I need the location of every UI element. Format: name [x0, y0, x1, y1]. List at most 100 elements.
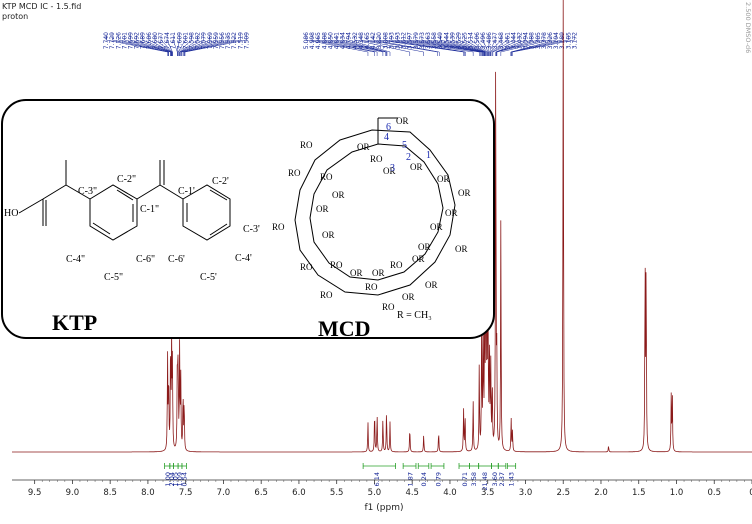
- peak-label-leader-1-41: [510, 35, 557, 56]
- peak-label-1-1: 4.998: [309, 32, 316, 49]
- peak-label-1-15: 3.693: [395, 32, 402, 49]
- peak-label-1-8: 4.532: [352, 32, 359, 49]
- peak-label-leader-1-43: [511, 35, 569, 56]
- integral-label-14: 1.43: [508, 472, 516, 486]
- spectrum-layer: [12, 0, 752, 453]
- peak-label-leader-1-21: [433, 35, 484, 56]
- x-tick-label-10: 4.5: [405, 488, 419, 498]
- integral-label-0: 1.00: [164, 472, 172, 486]
- integral-label-10: 3.58: [470, 472, 478, 486]
- peak-label-0-17: 7.569: [207, 32, 214, 49]
- peak-label-leader-1-2: [317, 35, 378, 56]
- peak-label-0-19: 7.556: [219, 32, 226, 49]
- x-tick-label-8: 5.5: [330, 488, 344, 498]
- integral-label-6: 1.87: [406, 472, 414, 486]
- peak-label-leader-1-8: [354, 35, 411, 56]
- peak-label-leader-0-12: [177, 35, 180, 56]
- peak-label-1-14: 3.793: [388, 32, 395, 49]
- integral-label-4: 0.54: [180, 472, 188, 486]
- peak-label-leader-1-12: [378, 35, 464, 56]
- peak-label-1-34: 3.444: [510, 32, 517, 49]
- integral-label-12: 3.60: [491, 472, 499, 486]
- peak-label-1-17: 3.597: [407, 32, 414, 49]
- peak-label-leader-1-39: [496, 35, 545, 56]
- peak-label-1-41: 3.194: [553, 32, 560, 49]
- peak-label-0-2: 7.726: [115, 32, 122, 49]
- peak-label-0-16: 7.579: [201, 32, 208, 49]
- x-tick-label-14: 2.5: [556, 488, 570, 498]
- peak-label-leader-0-0: [105, 35, 168, 56]
- peak-label-leader-1-42: [510, 35, 563, 56]
- peak-label-leader-1-27: [470, 35, 487, 56]
- peak-label-leader-1-26: [464, 35, 487, 56]
- peak-label-leader-0-14: [178, 35, 192, 56]
- peak-label-1-43: 3.185: [565, 32, 572, 49]
- integral-label-1: 2.04: [168, 472, 176, 486]
- peak-label-1-13: 3.808: [382, 32, 389, 49]
- peak-label-1-37: 3.388: [529, 32, 536, 49]
- peak-label-1-29: 3.496: [480, 32, 487, 49]
- peak-label-leader-1-17: [409, 35, 481, 56]
- peak-label-leader-1-24: [452, 35, 486, 56]
- x-tick-label-11: 4.0: [443, 488, 457, 498]
- integral-label-11: 21.48: [481, 472, 489, 491]
- integral-label-3: 1.09: [176, 472, 184, 486]
- peak-label-leader-1-28: [476, 35, 488, 56]
- peak-label-leader-1-36: [495, 35, 526, 56]
- peak-label-leader-0-20: [182, 35, 229, 56]
- peak-label-1-5: 4.841: [334, 32, 341, 49]
- peak-label-1-32: 3.468: [498, 32, 505, 49]
- peak-label-0-5: 7.692: [134, 32, 141, 49]
- x-tick-label-13: 3.0: [519, 488, 533, 498]
- peak-label-1-42: 3.189: [559, 32, 566, 49]
- peak-label-leader-1-31: [489, 35, 496, 56]
- peak-label-0-12: 7.609: [176, 32, 183, 49]
- peak-label-1-9: 4.348: [358, 32, 365, 49]
- peak-label-0-22: 7.519: [237, 32, 244, 49]
- peak-label-leader-1-10: [366, 35, 438, 56]
- experiment-label: proton: [2, 12, 29, 21]
- x-tick-label-2: 8.5: [103, 488, 117, 498]
- peak-label-leader-0-2: [118, 35, 169, 56]
- peak-label-1-4: 4.850: [327, 32, 334, 49]
- x-tick-label-0: 9.5: [28, 488, 42, 498]
- x-tick-label-12: 3.5: [481, 488, 495, 498]
- peak-label-0-18: 7.559: [213, 32, 220, 49]
- x-tick-label-17: 1.0: [670, 488, 684, 498]
- peak-label-leader-0-4: [130, 35, 171, 56]
- integral-label-7: 0.24: [420, 472, 428, 486]
- peak-label-1-24: 3.539: [449, 32, 456, 49]
- integral-layer: 1.002.041.051.090.54 6.14 1.87 0.24 0.79 0.71…: [164, 463, 517, 491]
- peak-label-leader-1-9: [360, 35, 424, 56]
- solvent-reference-label: 2.500 DMSO-d6: [744, 2, 752, 53]
- peak-label-leader-0-19: [181, 35, 223, 56]
- peak-label-leader-1-3: [324, 35, 384, 56]
- peak-label-1-25: 3.529: [456, 32, 463, 49]
- peak-label-1-35: 3.432: [517, 32, 524, 49]
- peak-label-0-1: 7.729: [109, 32, 116, 49]
- peak-label-leader-1-14: [391, 35, 466, 56]
- peak-label-leader-1-40: [500, 35, 551, 56]
- integral-label-9: 0.71: [461, 472, 469, 486]
- peak-label-leader-0-23: [184, 35, 247, 56]
- x-tick-label-16: 1.5: [632, 488, 646, 498]
- peak-label-leader-1-25: [458, 35, 486, 56]
- peak-label-0-20: 7.535: [225, 32, 232, 49]
- file-title: KTP MCD IC - 1.5.fid: [2, 2, 82, 11]
- x-tick-label-15: 2.0: [594, 488, 608, 498]
- peak-label-0-0: 7.740: [103, 32, 110, 49]
- x-tick-label-7: 6.0: [292, 488, 306, 498]
- peak-label-leader-1-20: [427, 35, 484, 56]
- peak-label-0-23: 7.509: [243, 32, 250, 49]
- peak-label-1-12: 3.820: [376, 32, 383, 49]
- peak-label-0-21: 7.522: [231, 32, 238, 49]
- integral-label-13: 2.37: [498, 472, 506, 486]
- peak-label-1-20: 3.563: [425, 32, 432, 49]
- peak-label-leader-1-15: [397, 35, 474, 56]
- peak-label-1-10: 4.165: [364, 32, 371, 49]
- peak-label-1-33: 3.461: [504, 32, 511, 49]
- peak-label-0-13: 7.601: [182, 32, 189, 49]
- peak-label-leader-1-13: [385, 35, 465, 56]
- peak-label-1-40: 3.326: [547, 32, 554, 49]
- peak-label-leader-1-22: [439, 35, 485, 56]
